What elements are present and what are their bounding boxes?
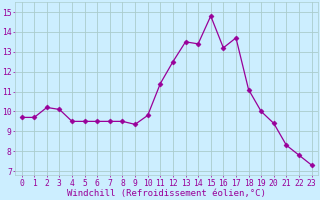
- X-axis label: Windchill (Refroidissement éolien,°C): Windchill (Refroidissement éolien,°C): [67, 189, 266, 198]
